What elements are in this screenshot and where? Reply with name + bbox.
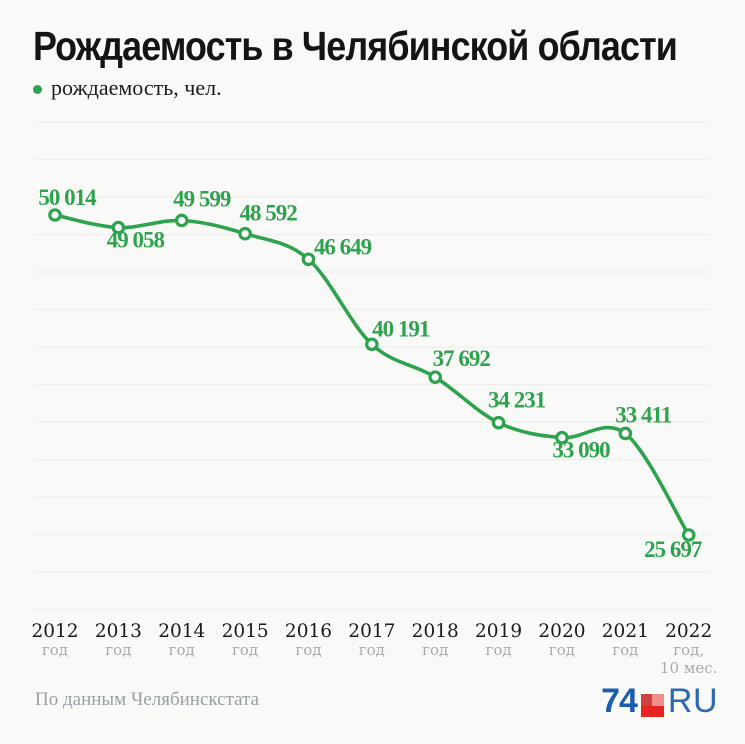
legend: рождаемость, чел. <box>33 77 222 99</box>
data-point-marker <box>48 208 62 222</box>
data-point-marker <box>111 220 126 235</box>
x-axis-year-label: 2012 <box>31 621 78 642</box>
logo-ru-text: RU <box>667 682 718 720</box>
x-axis-year-label: 2016 <box>285 621 332 642</box>
data-point-label: 49 058 <box>107 228 165 253</box>
data-point-marker <box>174 213 189 228</box>
data-point-label: 34 231 <box>488 388 546 413</box>
x-axis-year-label: 2019 <box>475 621 522 642</box>
x-axis-god-label: год <box>549 641 575 659</box>
data-point-marker <box>555 430 569 445</box>
data-point-marker <box>618 426 633 441</box>
page-title-text: Рождаемость в Челябинской области <box>33 23 678 69</box>
series-line <box>53 213 691 537</box>
x-axis-year-label: 2018 <box>412 621 459 642</box>
data-point-label: 33 411 <box>615 403 671 428</box>
x-axis-god-label: год <box>422 641 448 659</box>
74ru-logo: 74 RU <box>601 684 718 718</box>
source-note: По данным Челябинскстата <box>35 689 260 710</box>
x-axis-year-label: 2017 <box>348 621 395 642</box>
data-point-marker <box>681 528 696 542</box>
logo-74-text: 74 <box>601 682 638 720</box>
data-point-label: 37 692 <box>433 346 491 371</box>
data-point-marker <box>428 370 443 384</box>
x-axis-year-label: 2014 <box>158 621 205 642</box>
x-axis-god-label: год <box>42 641 68 659</box>
x-axis-god-label: год, <box>673 641 704 659</box>
logo-red-square-icon <box>640 694 664 717</box>
page-title: Рождаемость в Челябинской области <box>33 26 745 67</box>
x-axis-months-label: 10 мес. <box>660 659 718 677</box>
x-axis-god-label: год <box>105 641 131 659</box>
x-axis-year-label: 2020 <box>538 621 585 642</box>
x-axis-god-label: год <box>486 641 512 659</box>
data-point-marker <box>491 415 506 430</box>
x-axis-god-label: год <box>359 641 385 659</box>
x-axis-god-label: год <box>169 641 195 659</box>
data-point-label: 46 649 <box>314 234 372 259</box>
x-axis-year-label: 2022 <box>665 621 712 642</box>
data-point-marker <box>301 252 316 267</box>
x-axis-god-label: год <box>612 641 638 659</box>
logo-square-topleft <box>640 694 653 706</box>
data-point-marker <box>238 226 252 241</box>
legend-label: рождаемость, чел. <box>51 75 222 100</box>
data-point-marker <box>365 337 379 352</box>
x-axis-year-label: 2015 <box>222 621 269 642</box>
x-axis-year-label: 2013 <box>95 621 142 642</box>
x-axis-year-label: 2021 <box>602 621 649 642</box>
data-point-label: 48 592 <box>239 201 297 226</box>
x-axis-god-label: год <box>232 641 258 659</box>
data-point-label: 40 191 <box>372 316 430 341</box>
legend-dot-icon <box>33 84 42 94</box>
data-point-label: 49 599 <box>173 187 231 212</box>
data-point-label: 50 014 <box>38 185 97 210</box>
logo-square-bottom <box>640 705 664 717</box>
data-point-label: 33 090 <box>552 438 610 463</box>
data-point-label: 25 697 <box>644 537 702 562</box>
x-axis-god-label: год <box>295 641 321 659</box>
logo-square-topright <box>652 694 664 706</box>
